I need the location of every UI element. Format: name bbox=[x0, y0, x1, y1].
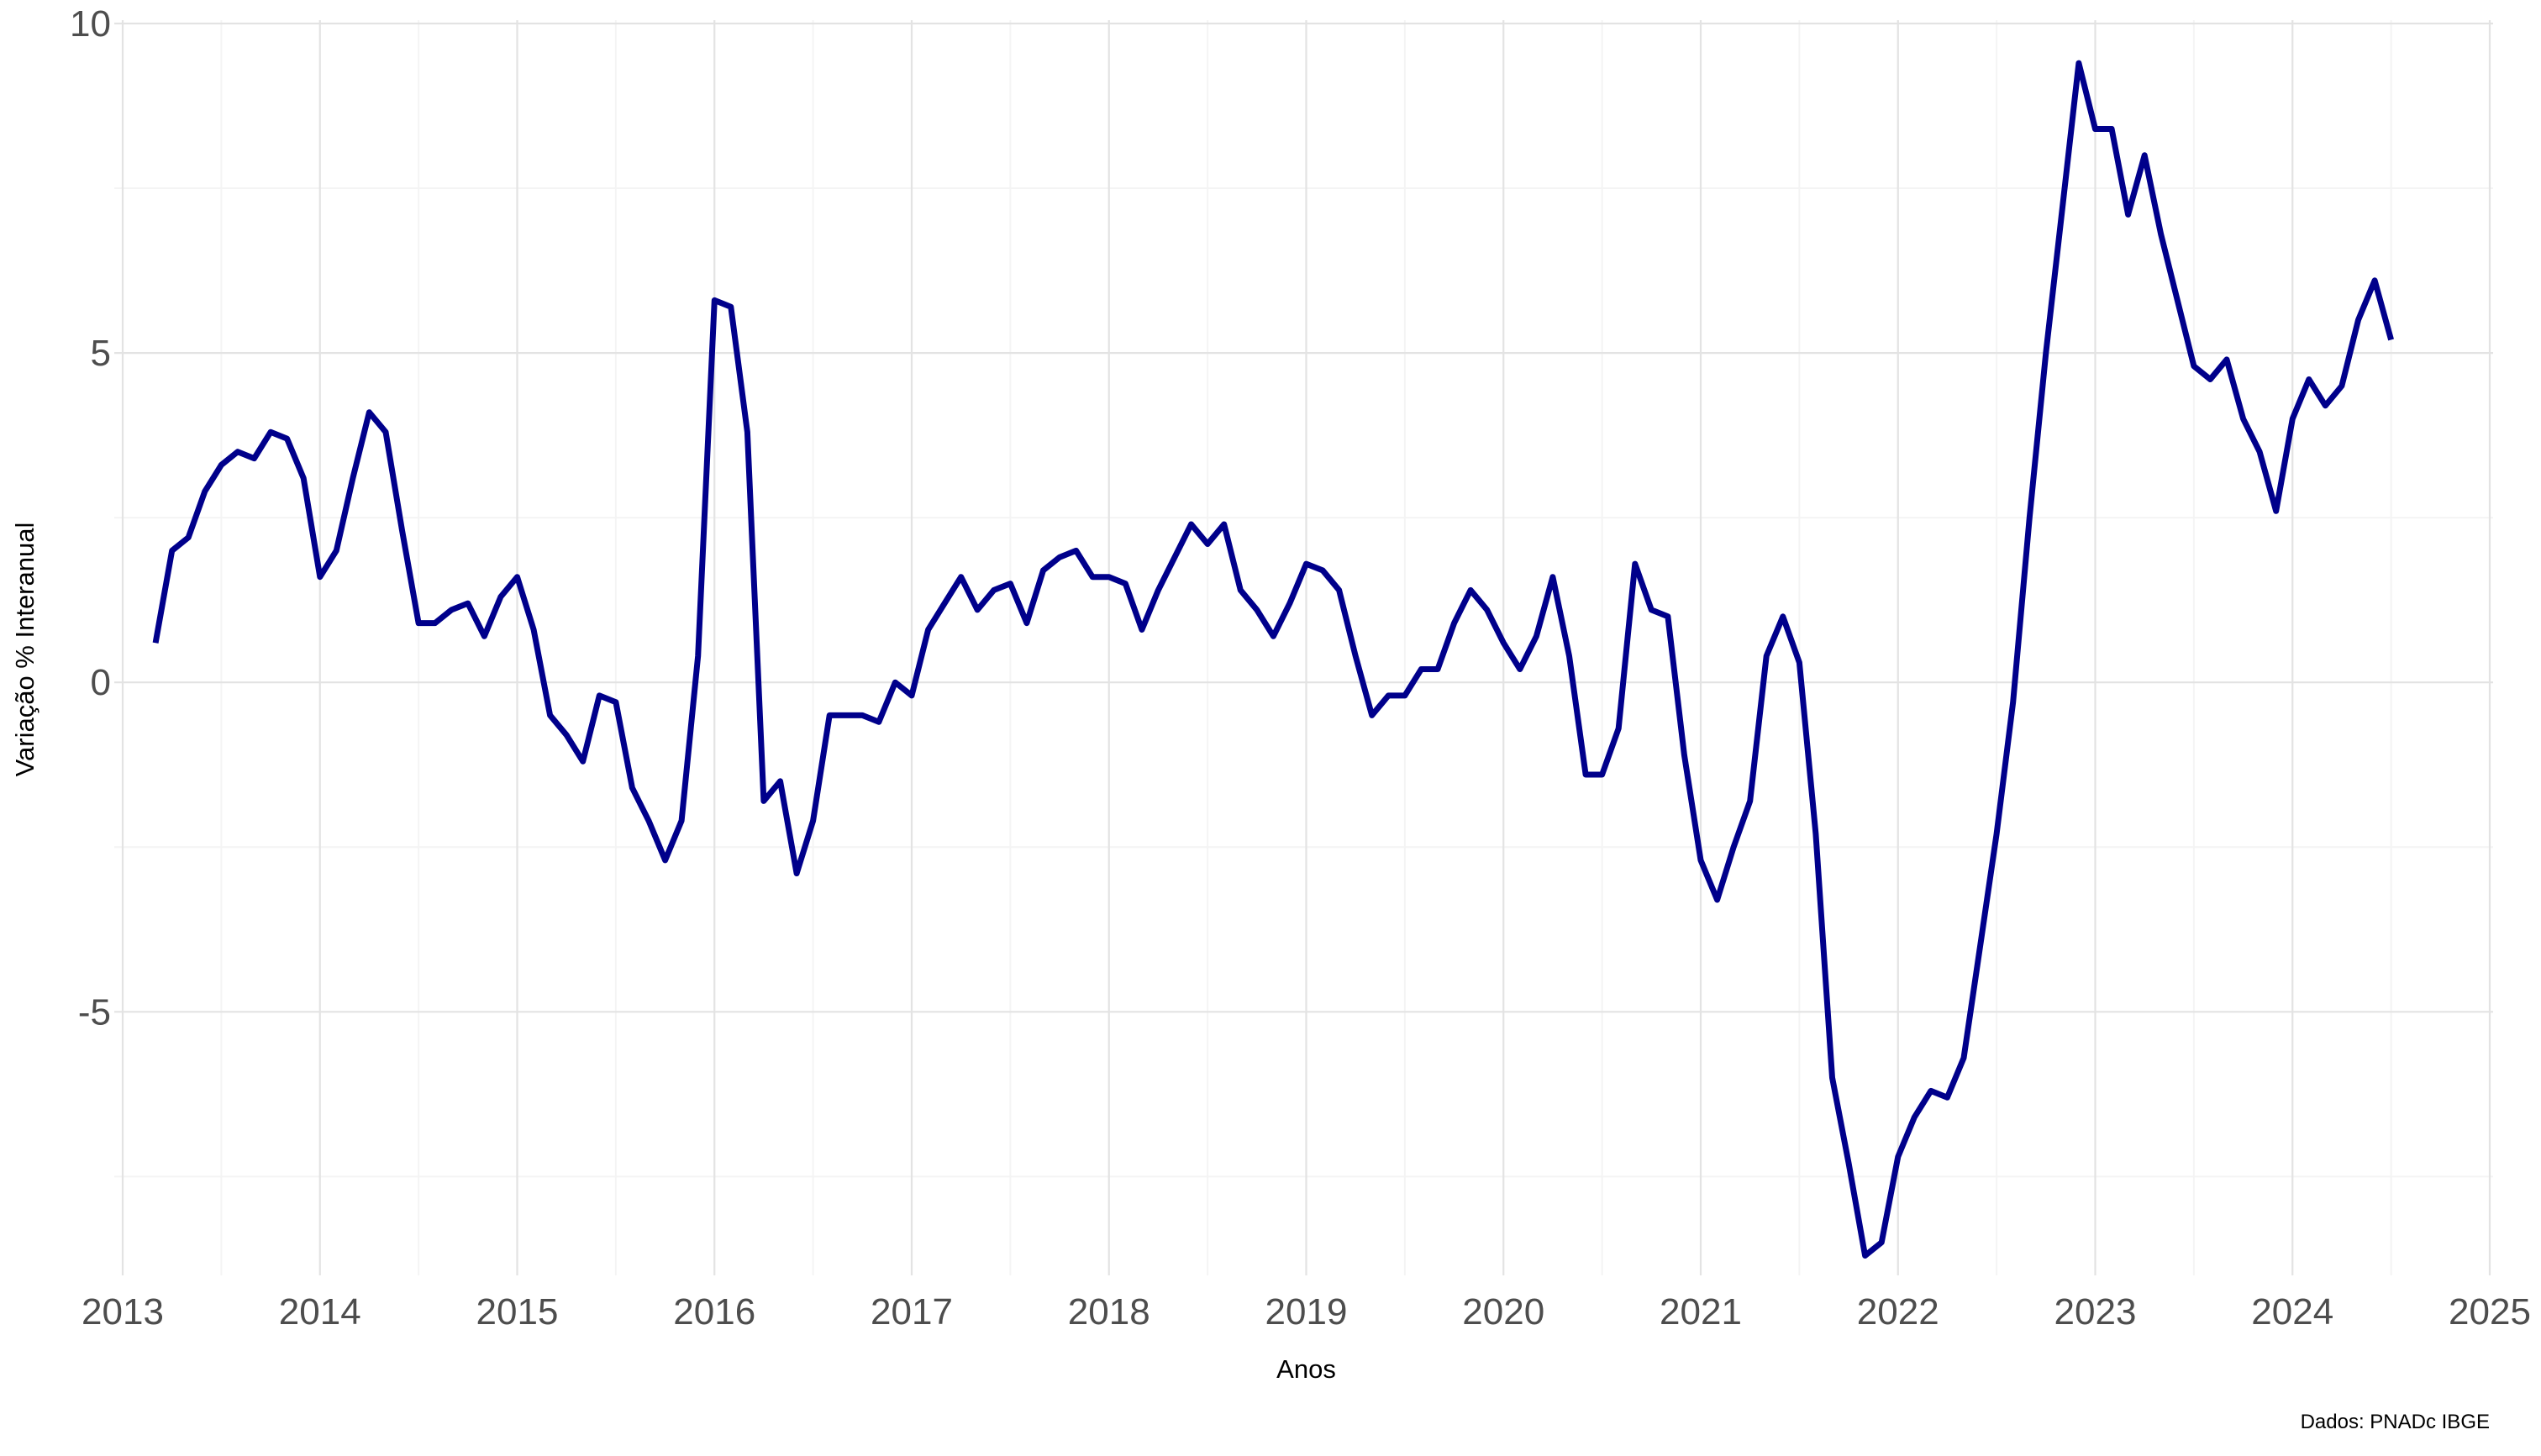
y-tick-label: 5 bbox=[91, 333, 111, 374]
x-tick-label: 2023 bbox=[2054, 1291, 2137, 1332]
x-tick-label: 2025 bbox=[2449, 1291, 2531, 1332]
x-tick-label: 2017 bbox=[871, 1291, 953, 1332]
series-line-0 bbox=[152, 60, 2394, 1259]
x-tick-label: 2020 bbox=[1462, 1291, 1544, 1332]
x-tick-label: 2021 bbox=[1660, 1291, 1742, 1332]
y-tick-label: 0 bbox=[91, 662, 111, 703]
x-tick-label: 2022 bbox=[1857, 1291, 1939, 1332]
x-tick-label: 2018 bbox=[1068, 1291, 1150, 1332]
x-tick-label: 2019 bbox=[1265, 1291, 1348, 1332]
grid bbox=[114, 20, 2493, 1275]
x-tick-label: 2014 bbox=[279, 1291, 361, 1332]
y-tick-label: -5 bbox=[78, 991, 111, 1033]
x-tick-label: 2013 bbox=[82, 1291, 164, 1332]
series-layer bbox=[152, 60, 2394, 1259]
y-tick-label: 10 bbox=[70, 3, 111, 45]
x-tick-label: 2024 bbox=[2251, 1291, 2333, 1332]
y-axis-ticks: 10 5 0 -5 bbox=[70, 3, 111, 1033]
x-axis-ticks: 2013 2014 2015 2016 2017 2018 2019 2020 2021 2022… bbox=[82, 1291, 2531, 1332]
y-axis-title: Variação % Interanual bbox=[10, 523, 39, 777]
source-caption: Dados: PNADc IBGE bbox=[2301, 1411, 2490, 1433]
x-tick-label: 2015 bbox=[476, 1291, 559, 1332]
x-tick-label: 2016 bbox=[673, 1291, 755, 1332]
x-axis-title: Anos bbox=[1276, 1354, 1336, 1384]
